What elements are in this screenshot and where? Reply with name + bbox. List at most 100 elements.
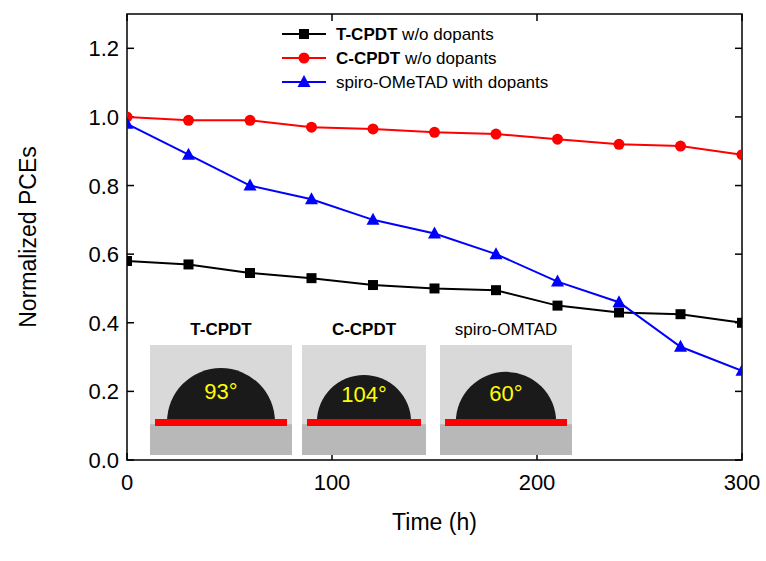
marker: [491, 129, 502, 140]
x-tick-label: 0: [121, 470, 133, 495]
droplet: [167, 368, 275, 422]
marker: [737, 318, 742, 328]
marker: [430, 283, 440, 293]
x-tick: [741, 14, 743, 21]
chart: 0.00.20.40.60.81.01.20100200300Time (h)N…: [0, 0, 766, 561]
marker: [674, 340, 687, 352]
x-tick: [126, 14, 128, 21]
marker: [429, 127, 440, 138]
droplet: [456, 372, 556, 422]
legend-marker: [299, 53, 310, 64]
legend-label-part: w/o dopants: [397, 25, 493, 44]
y-axis-title: Normalized PCEs: [15, 146, 41, 328]
x-tick: [331, 14, 333, 21]
data-group: [127, 111, 742, 375]
legend: T-CPDT w/o dopantsC-CPDT w/o dopantsspir…: [282, 25, 548, 92]
marker: [127, 117, 134, 129]
y-tick: [735, 48, 742, 50]
marker: [737, 149, 743, 160]
contact-angle: 60°: [489, 381, 522, 406]
droplet: [317, 375, 411, 422]
series-line: [127, 117, 742, 155]
marker: [306, 122, 317, 133]
legend-label-part: with dopants: [448, 73, 548, 92]
inset-label: T-CPDT: [190, 320, 252, 339]
x-tick-label: 300: [724, 470, 761, 495]
inset-label: spiro-OMTAD: [455, 320, 558, 339]
y-tick: [735, 391, 742, 393]
legend-label-part: C-CPDT: [336, 49, 401, 68]
marker: [614, 307, 624, 317]
marker: [552, 134, 563, 145]
baseline: [155, 419, 287, 426]
contact-angle: 93°: [204, 379, 237, 404]
legend-label: C-CPDT w/o dopants: [336, 49, 497, 68]
x-axis-title: Time (h): [392, 509, 477, 535]
contact-angle-inset: 60°: [440, 345, 572, 455]
y-tick: [127, 185, 134, 187]
marker: [182, 148, 195, 160]
inset-substrate: [440, 424, 572, 455]
legend-marker: [298, 75, 311, 87]
series-line: [127, 261, 742, 323]
legend-label: spiro-OMeTAD with dopants: [336, 73, 548, 92]
inset-background: [150, 345, 292, 455]
y-tick-label: 0.4: [88, 311, 119, 336]
marker: [184, 259, 194, 269]
baseline: [445, 419, 567, 426]
y-tick-label: 0.0: [88, 448, 119, 473]
contact-angle-inset: 93°: [150, 345, 292, 455]
y-tick: [127, 48, 134, 50]
baseline: [307, 419, 421, 426]
marker: [491, 285, 501, 295]
marker: [613, 295, 626, 307]
y-tick: [735, 253, 742, 255]
marker: [244, 179, 257, 191]
legend-label-part: w/o dopants: [400, 49, 496, 68]
marker: [490, 247, 503, 259]
marker: [307, 273, 317, 283]
x-tick: [126, 453, 128, 460]
marker: [676, 309, 686, 319]
y-tick: [127, 459, 134, 461]
y-tick: [127, 322, 134, 324]
y-tick: [127, 391, 134, 393]
marker: [675, 141, 686, 152]
legend-label-part: spiro-OMeTAD: [336, 73, 448, 92]
y-tick-label: 0.8: [88, 174, 119, 199]
marker: [614, 139, 625, 150]
y-tick: [735, 116, 742, 118]
y-tick: [735, 459, 742, 461]
marker: [368, 123, 379, 134]
legend-label: T-CPDT w/o dopants: [336, 25, 494, 44]
plot-frame: [127, 14, 742, 460]
legend-marker: [299, 29, 309, 39]
x-tick: [536, 14, 538, 21]
marker: [553, 301, 563, 311]
y-tick-label: 1.2: [88, 36, 119, 61]
marker: [245, 268, 255, 278]
y-tick-label: 1.0: [88, 105, 119, 130]
marker: [428, 227, 441, 239]
marker: [305, 192, 318, 204]
marker: [551, 275, 564, 287]
contact-angle: 104°: [341, 382, 387, 407]
marker: [736, 364, 743, 376]
x-tick: [741, 453, 743, 460]
x-tick-label: 200: [519, 470, 556, 495]
marker: [367, 213, 380, 225]
series-line: [127, 124, 742, 371]
legend-label-part: T-CPDT: [336, 25, 398, 44]
marker: [127, 256, 132, 266]
y-tick-label: 0.2: [88, 379, 119, 404]
marker: [245, 115, 256, 126]
marker: [183, 115, 194, 126]
inset-background: [440, 345, 572, 455]
y-tick: [127, 253, 134, 255]
inset-label: C-CPDT: [332, 320, 397, 339]
inset-substrate: [150, 424, 292, 455]
y-tick: [735, 185, 742, 187]
contact-angle-inset: 104°: [302, 345, 426, 455]
inset-background: [302, 345, 426, 455]
inset-substrate: [302, 424, 426, 455]
